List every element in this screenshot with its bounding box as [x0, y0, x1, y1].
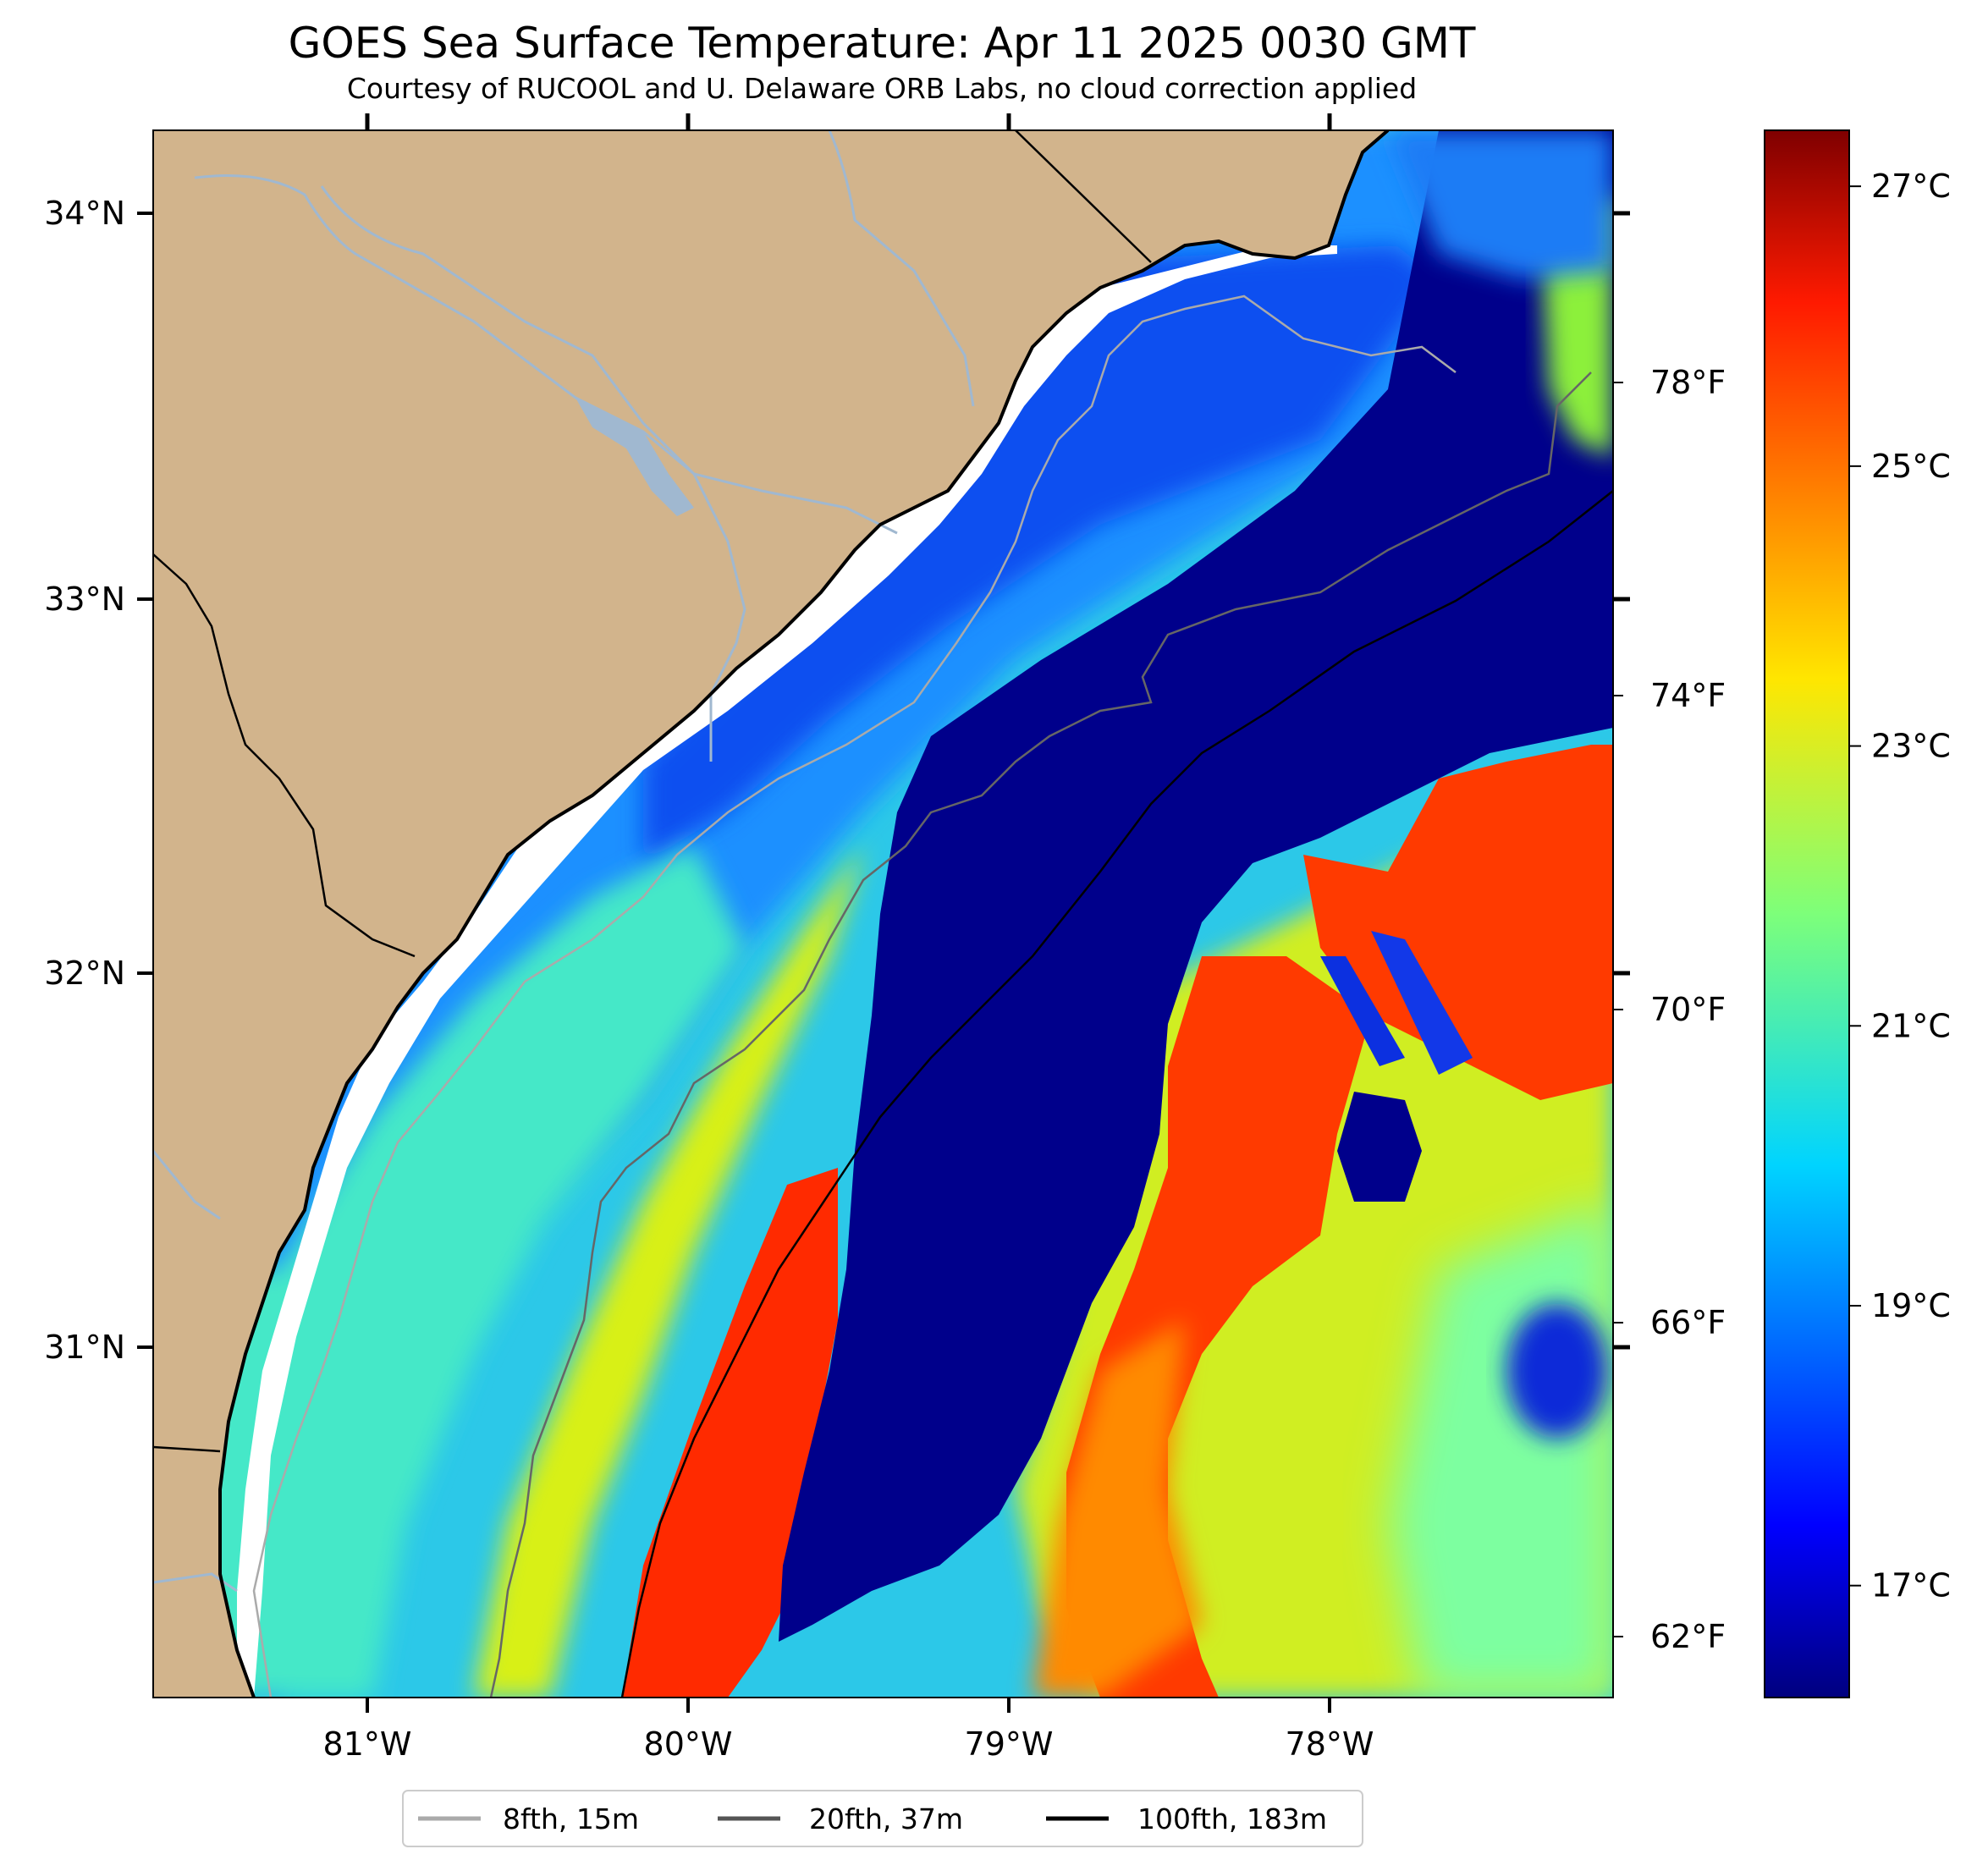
lat-tick-label: 33°N [44, 581, 125, 618]
isobath-100fth [620, 490, 1613, 1698]
cold-core [779, 130, 1613, 1642]
figure-title: GOES Sea Surface Temperature: Apr 11 202… [289, 19, 1476, 68]
right-lat-ticks [1613, 211, 1630, 1350]
figure-subtitle: Courtesy of RUCOOL and U. Delaware ORB L… [347, 72, 1417, 105]
fahrenheit-tick-label: 62°F [1650, 1618, 1726, 1655]
axes: 34°N 33°N 32°N 31°N 78°F 74°F 70°F 66°F … [44, 113, 1726, 1763]
orange-filament [1033, 1320, 1202, 1698]
no-data-strip [237, 245, 1337, 1698]
river-3 [828, 130, 975, 407]
lat-tick-label: 34°N [44, 195, 125, 232]
cold-eddy-small [1337, 1092, 1422, 1202]
lon-axis: 81°W 80°W 79°W 78°W [323, 1698, 1374, 1763]
lake [575, 398, 694, 516]
colorbar-tick-label: 21°C [1871, 1007, 1951, 1044]
isobath-8fth [252, 294, 1457, 1698]
legend-label-8fth: 8fth, 15m [503, 1802, 639, 1835]
fahrenheit-tick-label: 70°F [1650, 991, 1726, 1028]
yellow-band-west [474, 846, 863, 1698]
rivers [153, 130, 975, 1593]
map-area [153, 130, 1613, 1698]
fahrenheit-tick-label: 78°F [1650, 364, 1726, 401]
colorbar-ticks: 27°C 25°C 23°C 21°C 19°C 17°C [1849, 168, 1951, 1604]
colorbar-tick-label: 27°C [1871, 168, 1951, 205]
mid-shelf-water [153, 846, 745, 1698]
lon-tick-label: 79°W [965, 1725, 1054, 1763]
colorbar-tick-label: 19°C [1871, 1287, 1951, 1324]
isobath-20fth [489, 371, 1592, 1698]
coastline [218, 130, 1390, 1698]
river-4 [153, 1150, 221, 1220]
colorbar-gradient [1764, 129, 1850, 1698]
border-sc-ga [153, 553, 416, 958]
colorbar-tick-label: 23°C [1871, 728, 1951, 765]
colorbar-tick-label: 17°C [1871, 1567, 1951, 1604]
river-2 [320, 185, 898, 535]
blue-patch-north [643, 245, 1439, 863]
lat-tick-label: 31°N [44, 1329, 125, 1366]
top-lon-ticks [365, 113, 1332, 130]
isobath-legend: 8fth, 15m 20fth, 37m 100fth, 183m [402, 1790, 1363, 1847]
border-ga-fl [153, 1445, 221, 1453]
river-5 [153, 1572, 238, 1593]
colorbar-tick-label: 25°C [1871, 448, 1951, 485]
lat-tick-label: 32°N [44, 955, 125, 992]
colorbar: 27°C 25°C 23°C 21°C 19°C 17°C [1764, 129, 1951, 1698]
lon-tick-label: 78°W [1286, 1725, 1374, 1763]
state-boundaries [153, 130, 1152, 1453]
warm-patch-northeast [1303, 745, 1613, 1100]
lat-axis: 34°N 33°N 32°N 31°N [44, 195, 153, 1366]
cold-lens-east [1506, 1303, 1608, 1439]
lon-tick-label: 81°W [323, 1725, 412, 1763]
river-1 [194, 174, 746, 762]
map-frame [152, 129, 1614, 1698]
land [153, 130, 1388, 1698]
cold-stripe-2 [1320, 956, 1405, 1066]
fahrenheit-tick-label: 66°F [1650, 1304, 1726, 1341]
fahrenheit-tick-label: 74°F [1650, 677, 1726, 714]
legend-frame [402, 1790, 1363, 1847]
fahrenheit-axis: 78°F 74°F 70°F 66°F 62°F [1613, 364, 1726, 1655]
border-nc-sc [1015, 130, 1152, 263]
legend-label-100fth: 100fth, 183m [1137, 1802, 1327, 1835]
cool-water-ne [1388, 130, 1613, 279]
legend-label-20fth: 20fth, 37m [809, 1802, 963, 1835]
lon-tick-label: 80°W [644, 1725, 733, 1763]
cold-stripe-1 [1371, 931, 1473, 1075]
